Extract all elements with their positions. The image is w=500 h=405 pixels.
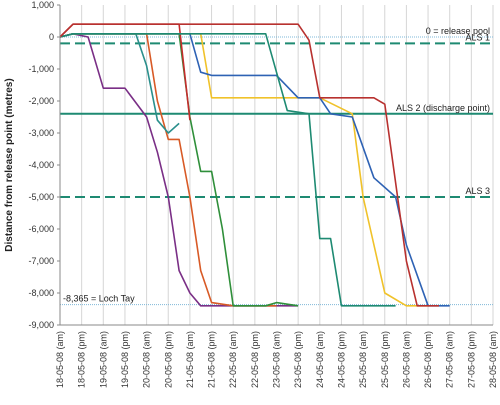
x-tick-label: 18-05-08 (am) xyxy=(55,331,65,388)
y-tick-label: -6,000 xyxy=(28,224,54,234)
series-line-5 xyxy=(59,32,180,134)
x-tick-label: 28-05-08 (am) xyxy=(488,331,498,388)
x-tick-label: 27-05-08 (am) xyxy=(445,331,455,388)
grid-layer xyxy=(81,5,494,325)
y-tick-label: -3,000 xyxy=(28,128,54,138)
y-axis-title: Distance from release point (metres) xyxy=(4,78,15,251)
y-tick-label: -2,000 xyxy=(28,96,54,106)
series-line-8 xyxy=(59,32,396,307)
y-tick-label: 1,000 xyxy=(31,0,54,10)
x-tick-label: 19-05-08 (pm) xyxy=(120,331,130,388)
x-tick-label: 26-05-08 (am) xyxy=(401,331,411,388)
reference-line-label: ALS 1 xyxy=(465,32,490,42)
series-line-9 xyxy=(59,23,439,307)
reference-line-label: 0 = release pool xyxy=(426,26,490,36)
x-tick-label: 24-05-08 (pm) xyxy=(336,331,346,388)
x-tick-label: 22-05-08 (am) xyxy=(228,331,238,388)
y-tick-label: -9,000 xyxy=(28,320,54,330)
series-layer xyxy=(59,23,450,307)
y-tick-label: -8,000 xyxy=(28,288,54,298)
x-tick-label: 20-05-08 (pm) xyxy=(163,331,173,388)
x-tick-label: 18-05-08 (pm) xyxy=(77,331,87,388)
y-tick-label: 0 xyxy=(49,32,54,42)
x-tick-label: 19-05-08 (am) xyxy=(98,331,108,388)
x-tick-label: 23-05-08 (am) xyxy=(272,331,282,388)
y-tick-labels: 1,000 0 -1,000 -2,000 -3,000 -4,000 -5,000 -6,0… xyxy=(28,0,60,330)
x-tick-label: 23-05-08 (pm) xyxy=(293,331,303,388)
y-tick-label: -4,000 xyxy=(28,160,54,170)
y-tick-label: -1,000 xyxy=(28,64,54,74)
y-tick-label: -7,000 xyxy=(28,256,54,266)
x-tick-label: 21-05-08 (am) xyxy=(185,331,195,388)
reference-line-label: -8,365 = Loch Tay xyxy=(63,294,135,304)
reference-line-label: ALS 3 xyxy=(465,186,490,196)
x-tick-label: 22-05-08 (pm) xyxy=(250,331,260,388)
y-tick-label: -5,000 xyxy=(28,192,54,202)
x-tick-label: 25-05-08 (am) xyxy=(358,331,368,388)
x-tick-label: 26-05-08 (pm) xyxy=(423,331,433,388)
x-tick-label: 27-05-08 (pm) xyxy=(466,331,476,388)
x-tick-label: 21-05-08 (pm) xyxy=(207,331,217,388)
x-tick-label: 24-05-08 (am) xyxy=(315,331,325,388)
reference-line-label: ALS 2 (discharge point) xyxy=(396,103,490,113)
x-tick-label: 20-05-08 (am) xyxy=(142,331,152,388)
x-tick-labels: 18-05-08 (am) 18-05-08 (pm) 19-05-08 (am) 1… xyxy=(55,331,498,388)
x-tick-label: 25-05-08 (pm) xyxy=(380,331,390,388)
